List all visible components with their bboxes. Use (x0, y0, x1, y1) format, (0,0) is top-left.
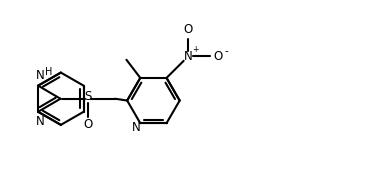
Text: H: H (45, 67, 53, 77)
Text: N: N (36, 115, 44, 128)
Text: O: O (83, 118, 92, 131)
Text: -: - (225, 46, 229, 56)
Text: O: O (184, 23, 193, 36)
Text: N: N (36, 69, 44, 82)
Text: N: N (184, 50, 193, 63)
Text: +: + (193, 46, 199, 55)
Text: N: N (132, 121, 141, 134)
Text: S: S (84, 90, 92, 103)
Text: O: O (213, 50, 222, 63)
